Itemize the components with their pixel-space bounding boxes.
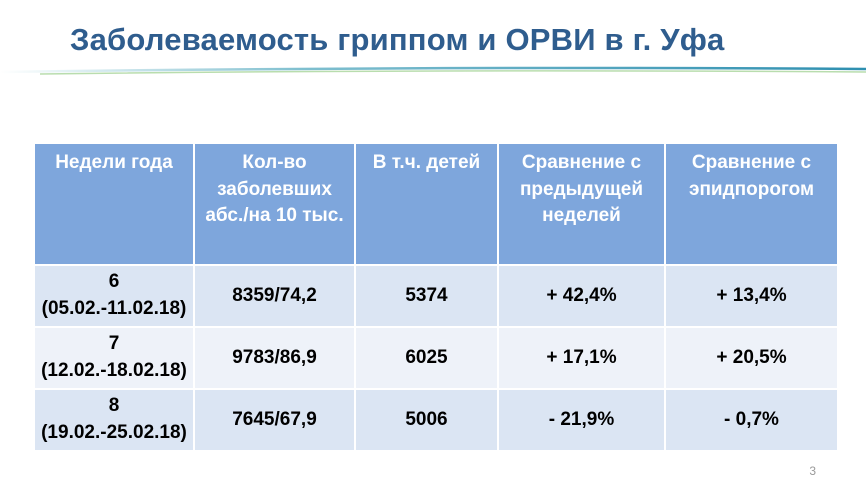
cell-vs-prev: + 42,4%: [497, 264, 666, 328]
header-vs-threshold: Сравнение с эпидпорогом: [664, 142, 839, 266]
page-number: 3: [809, 464, 816, 478]
header-weeks: Недели года: [33, 142, 195, 266]
table-row: 7 (12.02.-18.02.18) 9783/86,9 6025 + 17,…: [33, 326, 839, 390]
cell-cases: 8359/74,2: [193, 264, 356, 328]
incidence-table: Недели года Кол-во заболевших абс./на 10…: [33, 142, 839, 452]
cell-week: 6 (05.02.-11.02.18): [33, 264, 195, 328]
cell-vs-prev: - 21,9%: [497, 388, 666, 452]
cell-vs-threshold: + 13,4%: [664, 264, 839, 328]
cell-cases: 9783/86,9: [193, 326, 356, 390]
page-title: Заболеваемость гриппом и ОРВИ в г. Уфа: [70, 22, 725, 57]
cell-cases: 7645/67,9: [193, 388, 356, 452]
cell-children: 6025: [354, 326, 499, 390]
cell-vs-prev: + 17,1%: [497, 326, 666, 390]
incidence-table-container: Недели года Кол-во заболевших абс./на 10…: [33, 142, 839, 452]
table-row: 6 (05.02.-11.02.18) 8359/74,2 5374 + 42,…: [33, 264, 839, 328]
cell-children: 5374: [354, 264, 499, 328]
cell-week: 7 (12.02.-18.02.18): [33, 326, 195, 390]
cell-week: 8 (19.02.-25.02.18): [33, 388, 195, 452]
cell-children: 5006: [354, 388, 499, 452]
cell-vs-threshold: - 0,7%: [664, 388, 839, 452]
table-row: 8 (19.02.-25.02.18) 7645/67,9 5006 - 21,…: [33, 388, 839, 452]
header-cases: Кол-во заболевших абс./на 10 тыс.: [193, 142, 356, 266]
table-header-row: Недели года Кол-во заболевших абс./на 10…: [33, 142, 839, 266]
header-children: В т.ч. детей: [354, 142, 499, 266]
cell-vs-threshold: + 20,5%: [664, 326, 839, 390]
header-vs-prev: Сравнение с предыдущей неделей: [497, 142, 666, 266]
title-underline: [0, 66, 866, 75]
